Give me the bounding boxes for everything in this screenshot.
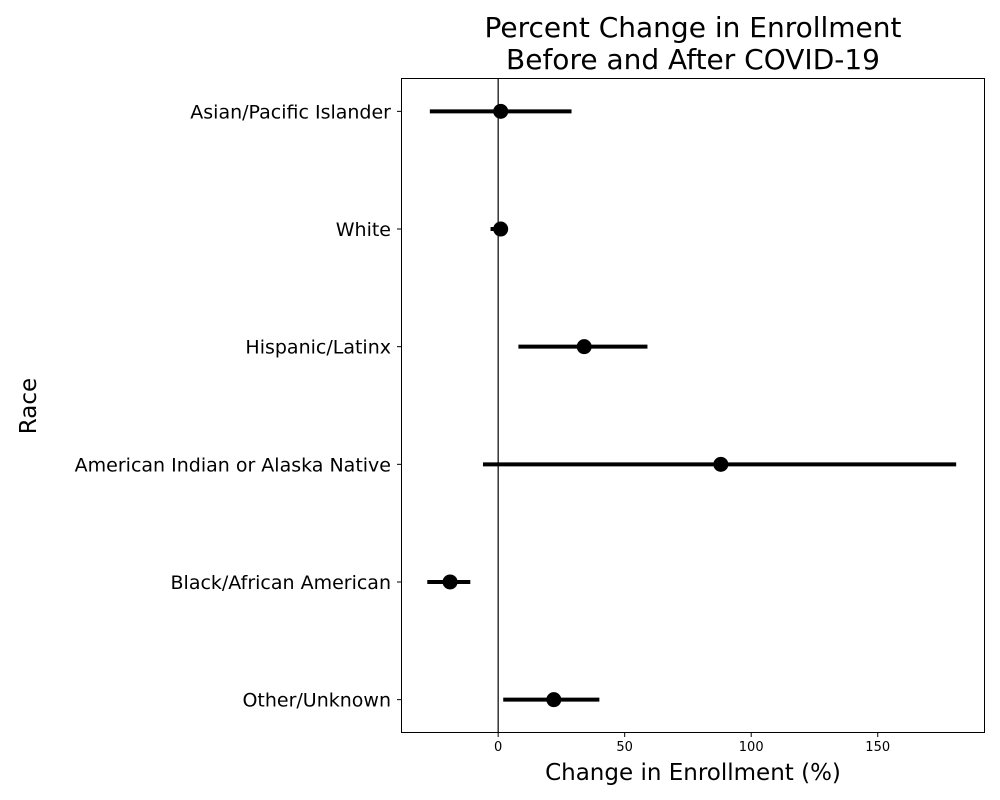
y-tick-label: Other/Unknown — [242, 690, 391, 712]
x-tick-label: 50 — [616, 740, 633, 755]
x-tick-label: 100 — [739, 740, 764, 755]
y-tick-label: White — [336, 219, 391, 241]
point-marker — [546, 692, 562, 708]
plot-area — [401, 78, 985, 733]
point-marker — [493, 103, 509, 119]
y-tick-label: Black/African American — [171, 572, 392, 594]
y-tick-label: Hispanic/Latinx — [245, 337, 391, 359]
chart-title-line-2: Before and After COVID-19 — [506, 43, 880, 76]
point-marker — [713, 456, 729, 472]
point-marker — [442, 574, 458, 590]
point-marker — [493, 221, 509, 237]
x-axis-label: Change in Enrollment (%) — [545, 760, 841, 786]
chart-title-line-1: Percent Change in Enrollment — [484, 11, 901, 44]
y-axis-ticks: Asian/Pacific Islander White Hispanic/Lati… — [75, 101, 402, 712]
x-tick-label: 0 — [494, 740, 502, 755]
y-tick-label: Asian/Pacific Islander — [190, 101, 391, 123]
data-marks — [427, 103, 957, 708]
point-marker — [576, 339, 592, 355]
x-tick-label: 150 — [865, 740, 890, 755]
y-tick-label: American Indian or Alaska Native — [75, 454, 391, 476]
chart-title: Percent Change in Enrollment Before and … — [484, 11, 901, 76]
x-axis-ticks: 0 50 100 150 — [494, 732, 890, 755]
y-axis-label: Race — [16, 378, 42, 434]
